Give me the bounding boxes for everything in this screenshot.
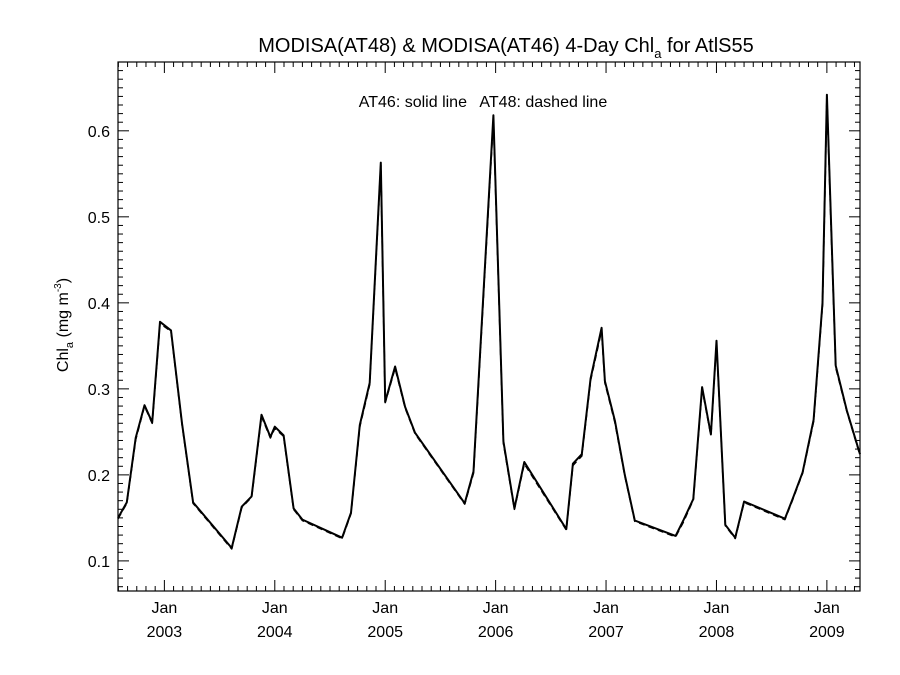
plot-frame bbox=[117, 61, 861, 592]
x-tick-year-label: 2009 bbox=[809, 624, 845, 641]
ylabel-subscript: a bbox=[64, 341, 76, 348]
x-tick-month-label: Jan bbox=[483, 600, 509, 617]
x-axis-ticks: Jan 2003 Jan 2004 Jan 2005 Jan 2006 Jan 2007 Jan 20… bbox=[117, 62, 855, 641]
chart-title: MODISA(AT48) & MODISA(AT46) 4-Day Chla f… bbox=[258, 35, 754, 61]
ylabel-close: ) bbox=[55, 278, 72, 283]
title-main: MODISA(AT48) & MODISA(AT46) 4-Day Chl bbox=[258, 35, 654, 57]
x-tick-month-label: Jan bbox=[151, 600, 177, 617]
y-axis-label: Chla (mg m-3) bbox=[53, 278, 76, 372]
title-subscript: a bbox=[654, 46, 662, 61]
y-tick-label: 0.1 bbox=[88, 554, 110, 571]
series-line-at48 bbox=[117, 97, 861, 550]
ylabel-units: (mg m bbox=[55, 292, 72, 342]
y-tick-label: 0.4 bbox=[88, 296, 110, 313]
ylabel-exponent: -3 bbox=[53, 283, 64, 292]
x-tick-year-label: 2006 bbox=[478, 624, 514, 641]
x-tick-month-label: Jan bbox=[593, 600, 619, 617]
x-tick-year-label: 2005 bbox=[367, 624, 403, 641]
legend-annotation: AT46: solid line AT48: dashed line bbox=[359, 94, 608, 111]
y-axis-ticks: 0.1 0.2 0.3 0.4 0.5 0.6 bbox=[88, 61, 860, 588]
svg-text:Chla (mg m-3): Chla (mg m-3) bbox=[53, 278, 76, 372]
x-tick-month-label: Jan bbox=[814, 600, 840, 617]
y-tick-label: 0.3 bbox=[88, 382, 110, 399]
x-tick-month-label: Jan bbox=[262, 600, 288, 617]
title-tail: for AtlS55 bbox=[661, 35, 753, 57]
data-series bbox=[117, 93, 861, 550]
x-tick-year-label: 2008 bbox=[699, 624, 735, 641]
y-tick-label: 0.2 bbox=[88, 468, 110, 485]
ylabel-main: Chl bbox=[55, 348, 72, 372]
y-tick-label: 0.6 bbox=[88, 124, 110, 141]
x-tick-month-label: Jan bbox=[372, 600, 398, 617]
series-line-at46 bbox=[117, 93, 861, 549]
y-tick-label: 0.5 bbox=[88, 210, 110, 227]
x-tick-year-label: 2004 bbox=[257, 624, 293, 641]
x-tick-year-label: 2003 bbox=[147, 624, 183, 641]
x-tick-year-label: 2007 bbox=[588, 624, 624, 641]
x-tick-month-label: Jan bbox=[704, 600, 730, 617]
svg-text:MODISA(AT48) & MODISA(AT46) 4-: MODISA(AT48) & MODISA(AT46) 4-Day Chla f… bbox=[258, 35, 754, 61]
